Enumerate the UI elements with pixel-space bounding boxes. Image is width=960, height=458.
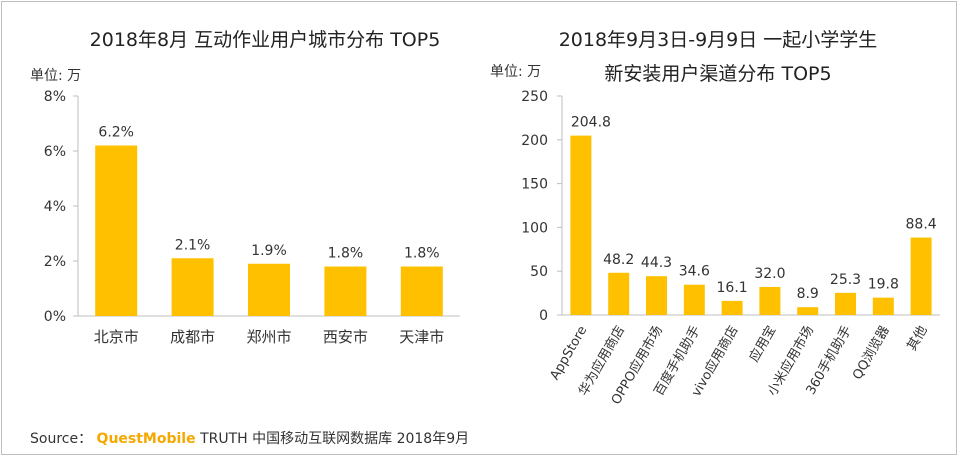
channel-bar-value-label: 44.3 bbox=[641, 255, 672, 271]
channel-chart-title-line: 新安装用户渠道分布 TOP5 bbox=[604, 63, 831, 85]
channel-bar-value-label: 25.3 bbox=[830, 272, 861, 288]
channel-bar bbox=[683, 284, 705, 315]
city-bar-value-label: 1.9% bbox=[251, 243, 287, 259]
source-prefix: Source： bbox=[30, 431, 93, 447]
city-bar-value-label: 1.8% bbox=[328, 246, 364, 262]
channel-bar bbox=[872, 297, 894, 315]
channel-bar-value-label: 48.2 bbox=[603, 252, 634, 268]
channel-y-tick-label: 0 bbox=[539, 308, 548, 324]
channel-bar bbox=[570, 135, 592, 315]
channel-bar bbox=[835, 292, 856, 315]
channel-bar bbox=[797, 307, 819, 315]
city-category-label: 西安市 bbox=[323, 328, 368, 346]
city-bar-value-label: 6.2% bbox=[98, 125, 134, 141]
channel-bar bbox=[910, 237, 932, 315]
city-bar bbox=[95, 145, 138, 316]
city-bar bbox=[400, 266, 443, 316]
city-y-tick-label: 6% bbox=[44, 144, 66, 160]
channel-bar bbox=[759, 286, 781, 315]
channel-bar-value-label: 19.8 bbox=[868, 277, 899, 293]
city-bar-value-label: 2.1% bbox=[175, 237, 211, 253]
channel-chart-title-line: 2018年9月3日-9月9日 一起小学学生 bbox=[559, 29, 878, 51]
city-chart-unit: 单位: 万 bbox=[30, 68, 81, 84]
city-bar bbox=[248, 263, 290, 316]
channel-category-label: QQ浏览器 bbox=[849, 323, 893, 383]
source-text: TRUTH 中国移动互联网数据库 2018年9月 bbox=[200, 431, 470, 447]
city-category-label: 成都市 bbox=[170, 328, 215, 346]
city-chart-title: 2018年8月 互动作业用户城市分布 TOP5 bbox=[90, 29, 441, 51]
city-bar bbox=[324, 266, 367, 316]
city-chart: 2018年8月 互动作业用户城市分布 TOP5 单位: 万 0% 2% 4% 6% 8% 6.… bbox=[30, 29, 460, 346]
channel-category-label: 其他 bbox=[905, 324, 931, 354]
channel-chart-unit: 单位: 万 bbox=[490, 64, 541, 80]
city-category-label: 北京市 bbox=[94, 328, 139, 346]
channel-y-tick-label: 150 bbox=[521, 177, 548, 193]
channel-bar bbox=[721, 300, 743, 315]
city-bar bbox=[171, 258, 214, 316]
source-note: Source： QuestMobile TRUTH 中国移动互联网数据库 201… bbox=[30, 428, 469, 448]
city-y-tick-label: 2% bbox=[44, 254, 66, 270]
channel-bar-value-label: 8.9 bbox=[797, 286, 819, 302]
channel-bar bbox=[608, 272, 630, 315]
channel-y-tick-label: 100 bbox=[521, 220, 548, 236]
source-brand: QuestMobile bbox=[96, 431, 196, 447]
channel-y-tick-label: 200 bbox=[521, 133, 548, 149]
channel-bar-value-label: 16.1 bbox=[717, 280, 748, 296]
channel-category-label: 应用宝 bbox=[746, 323, 779, 365]
channel-bar-value-label: 88.4 bbox=[906, 217, 937, 233]
city-category-label: 郑州市 bbox=[246, 328, 291, 346]
channel-bar bbox=[646, 276, 667, 315]
channel-y-tick-label: 250 bbox=[521, 89, 548, 105]
city-y-tick-label: 4% bbox=[44, 199, 66, 215]
channel-category-label: AppStore bbox=[547, 324, 590, 383]
channel-bar-value-label: 32.0 bbox=[754, 266, 785, 282]
city-y-tick-label: 0% bbox=[44, 309, 66, 325]
channel-y-tick-label: 50 bbox=[530, 264, 548, 280]
city-bar-value-label: 1.8% bbox=[404, 246, 440, 262]
city-y-tick-label: 8% bbox=[44, 89, 66, 105]
city-category-label: 天津市 bbox=[399, 328, 444, 346]
channel-bar-value-label: 204.8 bbox=[571, 115, 611, 131]
channel-bar-value-label: 34.6 bbox=[679, 264, 710, 280]
